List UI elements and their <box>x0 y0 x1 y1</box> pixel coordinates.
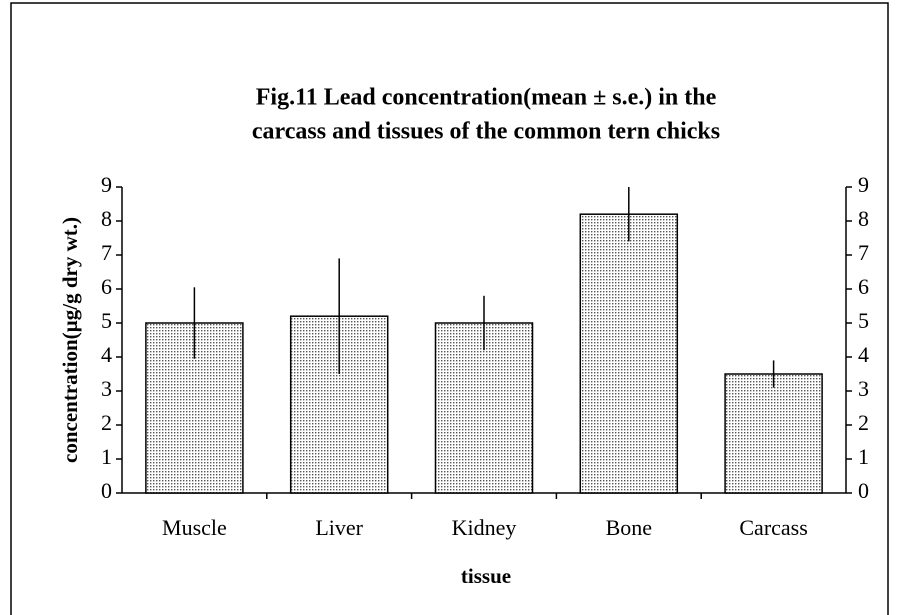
y-tick-label: 3 <box>101 376 112 401</box>
y-tick-label: 0 <box>101 478 112 503</box>
chart-title: Fig.11 Lead concentration(mean ± s.e.) i… <box>256 85 717 111</box>
y2-tick-label: 7 <box>858 240 869 265</box>
bar <box>434 322 534 494</box>
x-tick-label: Liver <box>315 515 363 540</box>
bar <box>724 373 823 494</box>
x-tick-label: Bone <box>606 515 652 540</box>
y-tick-label: 9 <box>101 172 112 197</box>
y-tick-label: 7 <box>101 240 112 265</box>
y2-tick-label: 8 <box>858 206 869 231</box>
y2-tick-label: 4 <box>858 342 869 367</box>
y-tick-label: 8 <box>101 206 112 231</box>
y2-tick-label: 2 <box>858 410 869 435</box>
y2-tick-label: 6 <box>858 274 869 299</box>
chart-title: carcass and tissues of the common tern c… <box>252 119 720 145</box>
y2-tick-label: 9 <box>858 172 869 197</box>
y2-tick-label: 5 <box>858 308 869 333</box>
y2-tick-label: 3 <box>858 376 869 401</box>
y-tick-label: 6 <box>101 274 112 299</box>
y-axis-label: concentration(µg/g dry wt.) <box>58 217 82 463</box>
y-tick-label: 2 <box>101 410 112 435</box>
frame <box>10 2 889 615</box>
x-axis-label: tissue <box>461 564 511 588</box>
bar <box>579 213 679 494</box>
y2-tick-label: 0 <box>858 478 869 503</box>
y-tick-label: 4 <box>101 342 112 367</box>
x-tick-label: Kidney <box>452 515 517 540</box>
x-tick-label: Carcass <box>739 515 807 540</box>
y2-tick-label: 1 <box>858 444 869 469</box>
x-tick-label: Muscle <box>162 515 227 540</box>
y-tick-label: 1 <box>101 444 112 469</box>
y-tick-label: 5 <box>101 308 112 333</box>
